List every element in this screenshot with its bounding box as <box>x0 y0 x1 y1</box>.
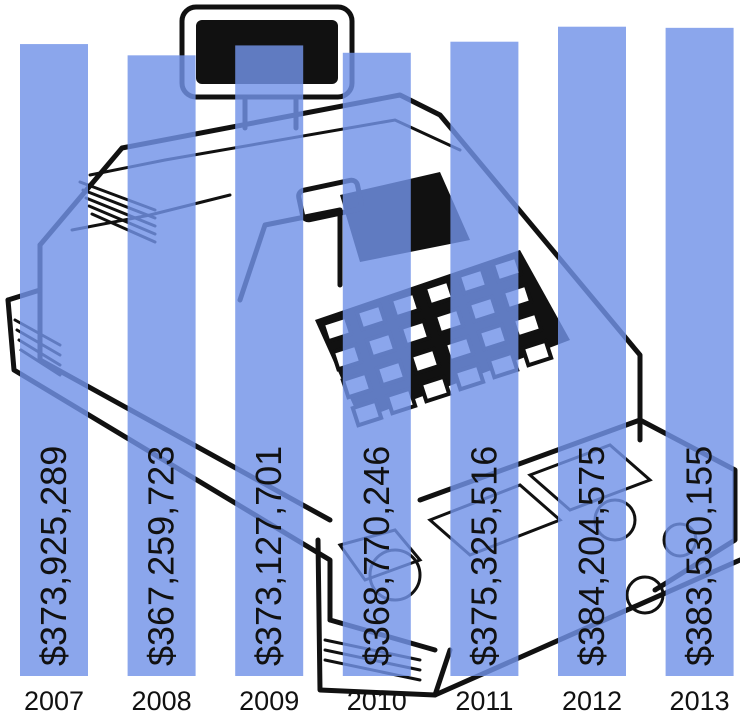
value-label-2013: $383,530,155 <box>679 446 720 666</box>
keypad-key <box>418 374 452 404</box>
bar-2009 <box>235 45 304 676</box>
value-label-2011: $375,325,516 <box>463 446 504 666</box>
bar-2013 <box>665 27 734 676</box>
value-label-2007: $373,925,289 <box>33 446 74 666</box>
bar-2007 <box>20 44 88 676</box>
bar-2008 <box>127 55 196 677</box>
year-label-2009: 2009 <box>239 686 299 716</box>
year-label-2011: 2011 <box>455 686 513 716</box>
year-label-2008: 2008 <box>132 686 192 716</box>
value-label-2008: $367,259,723 <box>141 446 182 666</box>
keypad-key <box>520 338 554 368</box>
year-label-2007: 2007 <box>24 686 84 716</box>
year-label-2012: 2012 <box>562 686 622 716</box>
year-label-2013: 2013 <box>670 686 730 716</box>
keypad-key <box>408 346 442 376</box>
value-label-2010: $368,770,246 <box>356 446 397 666</box>
year-label-2010: 2010 <box>347 686 407 716</box>
bar-2012 <box>558 26 626 676</box>
value-label-2012: $384,204,575 <box>571 446 612 666</box>
bar-2010 <box>342 52 411 677</box>
bar-2011 <box>450 41 519 676</box>
value-label-2009: $373,127,701 <box>248 446 289 666</box>
